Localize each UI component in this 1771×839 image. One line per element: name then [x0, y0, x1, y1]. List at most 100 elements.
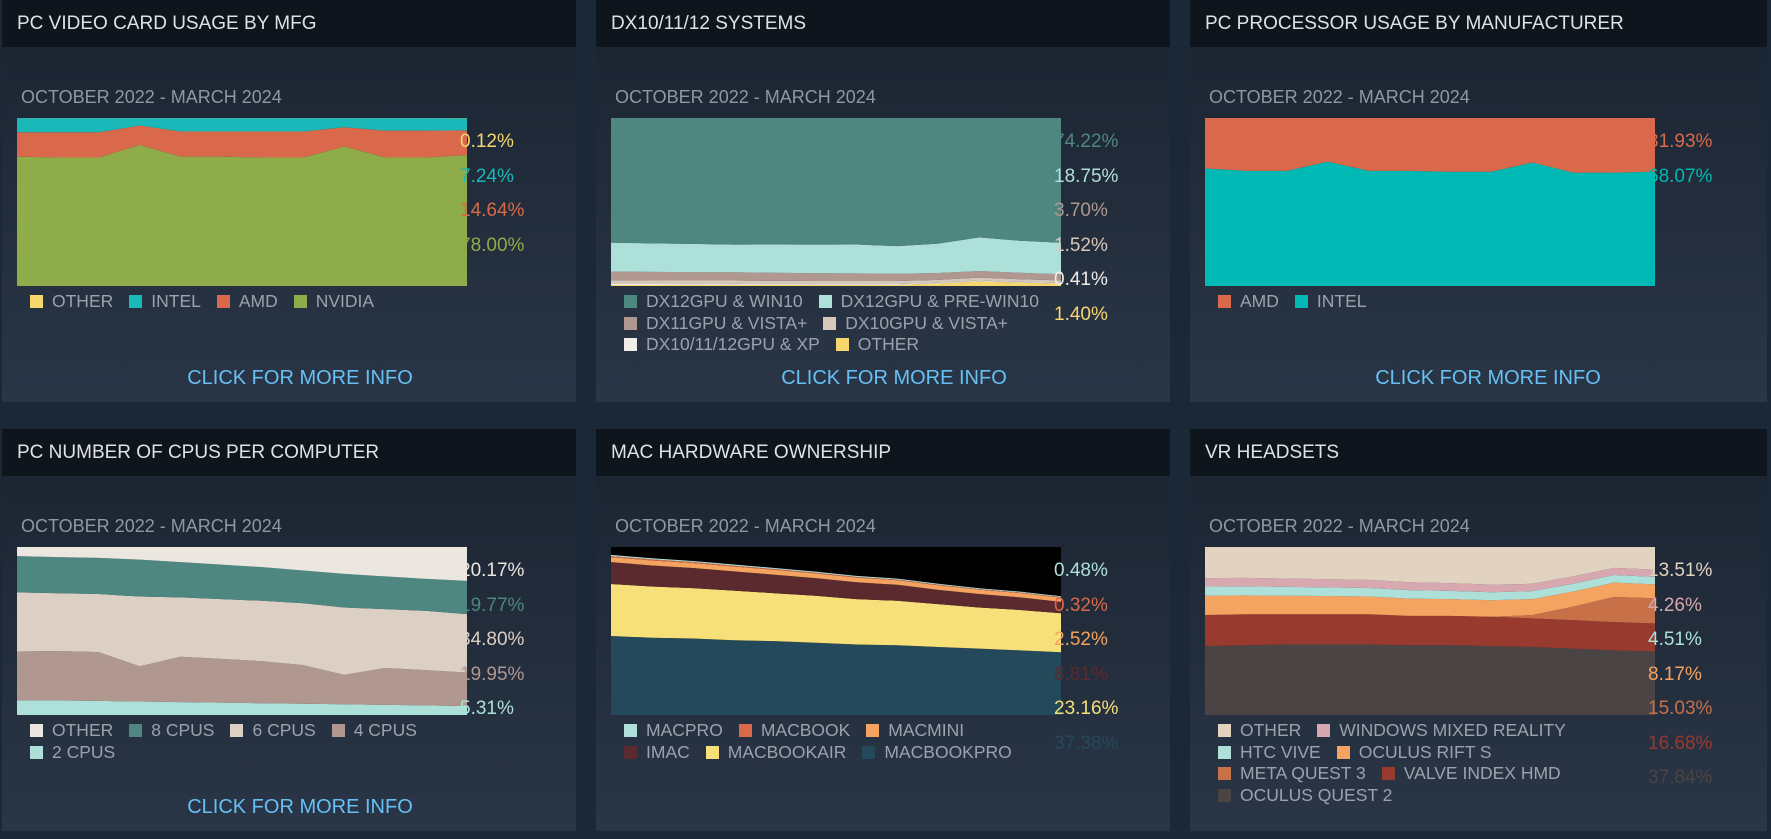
legend-item: OTHER — [1218, 720, 1301, 742]
more-info-link[interactable]: CLICK FOR MORE INFO — [781, 367, 1007, 389]
more-info-link[interactable]: CLICK FOR MORE INFO — [187, 796, 413, 818]
area — [1205, 596, 1655, 624]
legend-swatch — [738, 724, 752, 738]
legend-item: INTEL — [1294, 291, 1367, 313]
value-label: 0.41% — [1054, 269, 1108, 290]
legend-swatch — [30, 745, 43, 759]
area — [17, 125, 467, 158]
legend-item: DX10/11/12GPU & XP — [624, 334, 820, 356]
legend-label: OTHER — [857, 334, 920, 354]
value-label: 16.68% — [1648, 732, 1713, 754]
value-label: 78.00% — [460, 234, 525, 256]
legend-swatch — [331, 724, 345, 738]
legend-swatch — [1317, 724, 1331, 738]
area — [611, 118, 1061, 247]
legend-swatch — [1336, 745, 1350, 759]
legend: OTHER INTEL AMD NVIDIA — [30, 291, 462, 313]
legend-label: OTHER — [1240, 720, 1302, 740]
plot — [17, 118, 467, 286]
legend-label: DX11GPU & VISTA+ — [646, 312, 808, 333]
legend-swatch — [624, 338, 637, 352]
panel-body: OCTOBER 2022 - MARCH 2024 31.93% 68.07% AMD… — [1190, 47, 1767, 402]
more-info-link[interactable]: CLICK FOR MORE INFO — [187, 367, 413, 389]
area — [17, 118, 467, 133]
subtitle: OCTOBER 2022 - MARCH 2024 — [1209, 516, 1470, 536]
legend-swatch — [1218, 767, 1231, 781]
area — [1205, 547, 1655, 585]
legend-label: 4 CPUS — [353, 720, 417, 740]
legend-swatch — [1294, 295, 1308, 309]
legend-item: INTEL — [129, 291, 201, 313]
legend-item: META QUEST 3 — [1218, 763, 1366, 785]
area — [17, 547, 467, 581]
value-label: 37.84% — [1648, 767, 1713, 788]
legend-item: DX10GPU & VISTA+ — [823, 313, 1008, 335]
legend-label: DX10GPU & VISTA+ — [845, 312, 1008, 333]
panel-body: OCTOBER 2022 - MARCH 2024 74.22% 18.75% 3.7… — [596, 47, 1170, 402]
area — [1205, 644, 1655, 715]
area — [611, 280, 1061, 285]
legend-item: OTHER — [30, 720, 113, 742]
legend-label: INTEL — [1316, 291, 1367, 311]
legend-label: OTHER — [52, 291, 114, 311]
plot — [1205, 118, 1655, 286]
value-label: 37.38% — [1054, 732, 1119, 754]
more-info-link[interactable]: CLICK FOR MORE INFO — [1375, 367, 1601, 389]
panel-title: PC PROCESSOR USAGE BY MANUFACTURER — [1190, 0, 1767, 47]
legend-swatch — [1381, 767, 1395, 781]
panel-title: PC VIDEO CARD USAGE BY MFG — [2, 0, 576, 47]
area — [1205, 118, 1655, 173]
value-label: 74.22% — [1054, 131, 1119, 152]
panel: VR HEADSETS OCTOBER 2022 - MARCH 2024 13.5… — [1190, 429, 1767, 831]
legend-label: HTC VIVE — [1240, 741, 1321, 762]
legend-swatch — [129, 724, 143, 738]
legend-item: OCULUS RIFT S — [1336, 742, 1492, 764]
area — [1205, 575, 1655, 601]
plot — [611, 547, 1061, 715]
area — [611, 281, 1061, 286]
legend-item: IMAC — [624, 742, 690, 764]
legend-swatch — [624, 745, 637, 759]
legend-item: AMD — [1218, 291, 1279, 313]
panel: PC VIDEO CARD USAGE BY MFG OCTOBER 2022 -… — [2, 0, 576, 402]
subtitle: OCTOBER 2022 - MARCH 2024 — [1209, 87, 1470, 107]
legend-label: MACBOOK — [760, 720, 851, 740]
legend-item: MACBOOK — [738, 720, 851, 742]
value-label: 8.17% — [1648, 663, 1702, 685]
value-label: 6.81% — [1054, 663, 1108, 685]
legend-item: MACBOOKAIR — [705, 741, 847, 764]
area — [611, 583, 1061, 653]
area — [1205, 614, 1655, 652]
legend-label: MACPRO — [646, 720, 723, 740]
legend-label: OCULUS QUEST 2 — [1240, 784, 1393, 805]
value-label: 7.24% — [460, 165, 514, 187]
panel: PC PROCESSOR USAGE BY MANUFACTURER OCTOBE… — [1190, 0, 1767, 402]
legend-label: MACBOOKPRO — [884, 741, 1012, 762]
legend: OTHER WINDOWS MIXED REALITY HTC VIVE OCULUS… — [1218, 720, 1650, 806]
legend-swatch — [823, 316, 837, 330]
subtitle: OCTOBER 2022 - MARCH 2024 — [615, 516, 876, 536]
area — [611, 554, 1061, 598]
legend-item: OTHER — [835, 334, 920, 356]
legend-item: DX12GPU & WIN10 — [624, 291, 803, 313]
legend-swatch — [1218, 295, 1231, 309]
legend-label: 2 CPUS — [52, 741, 116, 762]
panel-title: VR HEADSETS — [1190, 429, 1767, 476]
value-label: 13.51% — [1648, 560, 1713, 581]
panel-body: OCTOBER 2022 - MARCH 2024 0.48% 0.32% 2.52%… — [596, 476, 1170, 831]
area — [17, 700, 467, 715]
area — [611, 556, 1061, 598]
legend: DX12GPU & WIN10 DX12GPU & PRE-WIN10 DX11GP… — [624, 291, 1056, 356]
area — [1205, 567, 1655, 593]
value-label: 3.70% — [1054, 200, 1108, 221]
legend-label: MACBOOKAIR — [727, 741, 847, 762]
legend-item: VALVE INDEX HMD — [1381, 763, 1561, 785]
panel: PC NUMBER OF CPUS PER COMPUTER OCTOBER 20… — [2, 429, 576, 831]
legend-swatch — [866, 724, 880, 738]
value-label: 4.51% — [1648, 629, 1702, 650]
legend-swatch — [293, 295, 307, 309]
legend: AMD INTEL — [1218, 291, 1650, 313]
legend-swatch — [129, 295, 143, 309]
legend-item: OCULUS QUEST 2 — [1218, 785, 1392, 807]
